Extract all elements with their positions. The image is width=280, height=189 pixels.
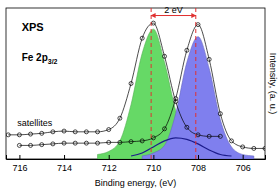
data-point [29,143,33,147]
data-point [185,125,189,129]
data-point [252,146,256,150]
annotation: XPS [22,21,44,33]
data-point [218,134,222,138]
data-point [96,141,100,145]
annotation-text: XPS [22,21,44,33]
data-point [218,112,222,116]
data-point [151,136,155,140]
x-tick-label: 714 [57,163,72,173]
annotation-subscript: 3/2 [48,58,58,65]
plot: 716 714 712 710 708 706 Binding energy, (eV) In… [6,5,278,188]
data-point [140,139,144,143]
spectrum-line [19,25,265,149]
gap-arrow [151,15,196,16]
x-tick-mark [19,155,20,159]
annotation: 2 eV [164,5,183,15]
data-point [196,133,200,137]
data-point [96,130,100,134]
x-tick: 708 [191,155,206,173]
x-axis-line [7,155,266,160]
annotation-text: Fe 2p [22,52,48,63]
x-tick: 716 [12,155,27,173]
annotation-text: satellites [17,118,53,128]
data-point [129,140,133,144]
annotation: satellites [17,118,53,128]
data-point [263,146,265,150]
data-point [207,134,211,138]
x-tick-label: 710 [146,163,161,173]
x-tick-mark [243,155,244,159]
data-point [118,140,122,144]
annotation-text: 2 eV [164,5,183,15]
data-point [51,142,55,146]
data-point [230,139,234,143]
x-tick-mark [64,155,65,159]
data-point [118,116,122,120]
data-point [17,133,21,137]
data-point [51,130,55,134]
data-point [73,141,77,145]
data-point [84,141,88,145]
x-tick-label: 708 [191,163,206,173]
data-point [40,143,44,147]
data-point [107,128,111,132]
data-point [62,129,66,133]
plot-frame [6,8,265,159]
x-tick: 712 [102,155,117,173]
spectrum-line [8,23,220,136]
x-axis-title: Binding energy, (eV) [95,178,176,188]
data-point [174,97,178,101]
data-point [129,82,133,86]
data-point [196,23,200,27]
data-point [163,127,167,131]
x-tick-mark [198,155,199,159]
x-tick-mark [109,155,110,159]
data-point [241,145,245,149]
data-point [185,48,189,52]
data-point [151,21,155,25]
data-point [73,130,77,134]
x-tick-label: 716 [12,163,27,173]
x-axis: 716 714 712 710 708 706 [7,155,266,173]
data-point [40,131,44,135]
x-tick-label: 712 [102,163,117,173]
peak-line [195,8,196,159]
x-tick: 706 [236,155,251,173]
annotation: Fe 2p3/2 [22,52,58,65]
data-point [107,140,111,144]
marks [6,8,265,159]
y-axis-title: Intensity, (a. u.) [268,53,278,114]
data-point [84,130,88,134]
data-point [29,132,33,136]
data-point [207,57,211,61]
data-point [163,54,167,58]
data-point [17,143,21,147]
x-tick-label: 706 [236,163,251,173]
peak-area [142,37,254,159]
chart: 716 714 712 710 708 706 Binding energy, (eV) In… [0,0,280,189]
peak-line [151,8,152,159]
x-tick-mark [153,155,154,159]
data-point [140,36,144,40]
x-tick: 714 [57,155,72,173]
data-point [62,141,66,145]
x-tick: 710 [146,155,161,173]
data-point [6,133,10,137]
